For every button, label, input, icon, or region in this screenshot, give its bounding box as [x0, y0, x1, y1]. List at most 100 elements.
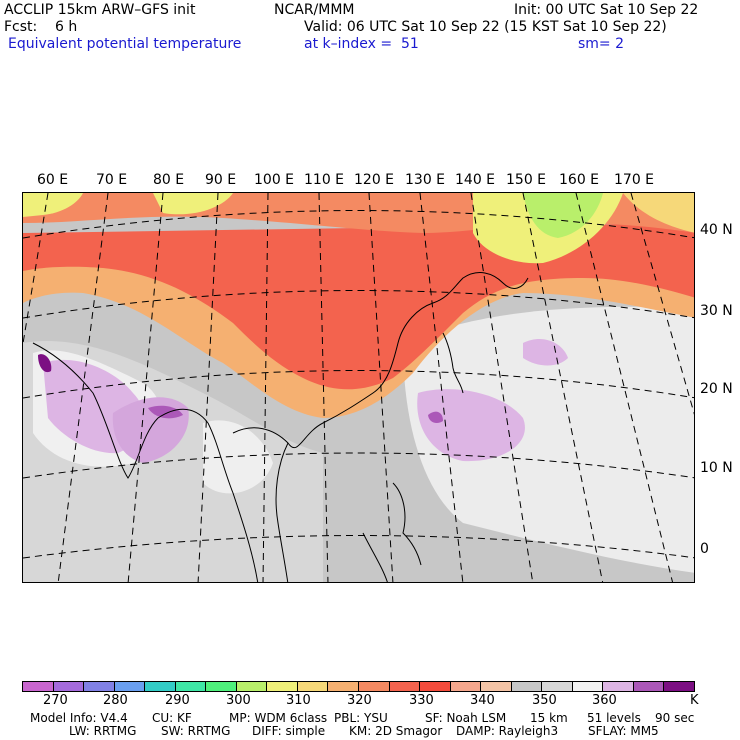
longitude-line [470, 193, 534, 582]
longitude-line [127, 193, 164, 582]
lat-label: 30 N [700, 303, 733, 319]
colorbar-tick-label: 360 [592, 693, 617, 708]
footer-pbl: PBL: YSU [334, 711, 388, 725]
lon-label: 130 E [405, 172, 446, 188]
model-title: ACCLIP 15km ARW–GFS init [4, 2, 196, 18]
coastline-east-asia [232, 272, 529, 449]
latitude-line [23, 210, 694, 239]
field-yellow-n [153, 193, 233, 215]
lon-label: 150 E [506, 172, 547, 188]
colorbar-swatch [53, 682, 85, 691]
latitude-line [23, 535, 694, 559]
map-panel [22, 192, 695, 583]
latitude-line [23, 452, 694, 479]
forecast-hour: Fcst: 6 h [4, 19, 78, 35]
colorbar-swatch [542, 682, 573, 691]
footer-lw: LW: RRTMG [69, 724, 137, 738]
field-indochina [203, 420, 273, 494]
footer-timestep: 90 sec [655, 711, 695, 725]
colorbar-swatch [450, 682, 482, 691]
lon-label: 100 E [254, 172, 295, 188]
footer-model-info: Model Info: V4.4 [30, 711, 128, 725]
field-pacific [403, 306, 694, 573]
coastline-borneo [362, 532, 388, 582]
colorbar-swatch [328, 682, 360, 691]
lon-label: 170 E [614, 172, 655, 188]
colorbar-swatch [603, 682, 634, 691]
colorbar-swatch [572, 682, 604, 691]
colorbar-swatch [175, 682, 207, 691]
footer-sw: SW: RRTMG [161, 724, 231, 738]
colorbar-swatch [664, 682, 695, 691]
colorbar-swatch [389, 682, 421, 691]
lon-label: 160 E [559, 172, 600, 188]
lat-label: 0 [700, 541, 709, 557]
lat-label: 40 N [700, 222, 733, 238]
longitude-line [522, 193, 604, 582]
footer-sflay: SFLAY: MM5 [588, 724, 659, 738]
lon-label: 80 E [153, 172, 185, 188]
colorbar-unit: K [690, 693, 699, 708]
lon-label: 60 E [37, 172, 69, 188]
longitude-line [57, 193, 109, 582]
longitude-line [23, 193, 49, 347]
coastline-malay [275, 442, 289, 582]
colorbar-swatch [359, 682, 390, 691]
lon-label: 70 E [96, 172, 128, 188]
colorbar-tick-label: 340 [470, 693, 495, 708]
colorbar-swatch [297, 682, 329, 691]
colorbar-tick-label: 300 [226, 693, 251, 708]
coastline-japan [442, 332, 464, 394]
field-green-ne [523, 193, 603, 238]
smoothing-label: sm= 2 [578, 36, 625, 52]
footer-damp: DAMP: Rayleigh3 [456, 724, 559, 738]
longitude-line [368, 193, 394, 582]
lat-label: 20 N [700, 381, 733, 397]
colorbar-swatch [206, 682, 237, 691]
lon-label: 90 E [205, 172, 237, 188]
field-yellow-east [623, 193, 694, 233]
colorbar-tick-label: 350 [532, 693, 557, 708]
colorbar-swatch [267, 682, 298, 691]
colorbar-tick-label: 280 [103, 693, 128, 708]
field-dark-spot [148, 405, 183, 419]
longitude-line [262, 193, 269, 582]
colorbar-swatch [84, 682, 115, 691]
colorbar-swatch [114, 682, 146, 691]
colorbar-swatch [633, 682, 665, 691]
footer-sf: SF: Noah LSM [425, 711, 507, 725]
coastlines [32, 272, 529, 582]
colorbar-swatch [511, 682, 543, 691]
footer-mp: MP: WDM 6class [229, 711, 328, 725]
coastline-philippines [392, 482, 422, 566]
longitude-line [197, 193, 219, 582]
lat-label: 10 N [700, 460, 733, 476]
field-purple-pacific [417, 389, 525, 462]
lon-label: 140 E [455, 172, 496, 188]
colorbar-tick-label: 270 [43, 693, 68, 708]
valid-time: Valid: 06 UTC Sat 10 Sep 22 (15 KST Sat … [304, 19, 667, 35]
field-name: Equivalent potential temperature [8, 36, 242, 52]
latitude-line [23, 370, 694, 399]
colorbar-swatch [145, 682, 176, 691]
field-dark-spot [428, 411, 443, 423]
field-red-band [23, 223, 694, 390]
lon-label: 120 E [354, 172, 395, 188]
lon-label: 110 E [304, 172, 345, 188]
level-label: at k–index = 51 [304, 36, 419, 52]
footer-cu: CU: KF [152, 711, 192, 725]
field-dark-spot [38, 354, 52, 373]
colorbar-tick-label: 290 [165, 693, 190, 708]
coastline-south-asia [32, 342, 259, 582]
colorbar-tick-label: 330 [409, 693, 434, 708]
footer-levels: 51 levels [587, 711, 641, 725]
colorbar-swatch [236, 682, 268, 691]
map-graticule [23, 193, 694, 582]
latitude-line [23, 290, 694, 319]
org-label: NCAR/MMM [274, 2, 355, 18]
colorbar-swatch [23, 682, 54, 691]
footer-km: KM: 2D Smagor [349, 724, 443, 738]
colorbar-tick-label: 320 [347, 693, 372, 708]
footer-diff: DIFF: simple [252, 724, 326, 738]
init-time: Init: 00 UTC Sat 10 Sep 22 [514, 2, 699, 18]
